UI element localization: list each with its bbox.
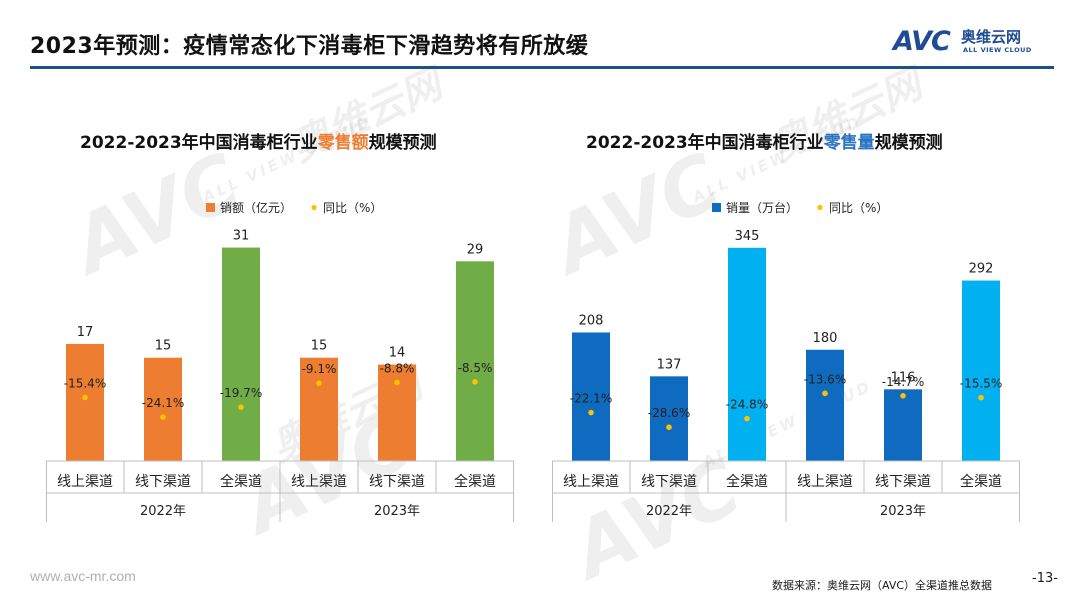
yoy-point xyxy=(82,394,88,401)
footer-source: 数据来源：奥维云网（AVC）全渠道推总数据 xyxy=(772,579,993,592)
yoy-point xyxy=(588,409,594,416)
legend-bar-label: 销额（亿元） xyxy=(220,200,292,215)
group-label: 2023年 xyxy=(374,504,420,519)
chart-left-retail-value: 销额（亿元） 同比（%） 17 -15.4% 线上渠道 15 -24.1% 线下渠道 31 -19… xyxy=(46,200,514,522)
bar-value-label: 345 xyxy=(735,229,760,244)
bar-value-label: 116 xyxy=(891,370,916,385)
chart-title-left: 2022-2023年中国消毒柜行业零售额规模预测 xyxy=(80,128,437,153)
yoy-value-label: -19.7% xyxy=(220,386,262,400)
bar xyxy=(806,349,844,461)
yoy-value-label: -15.5% xyxy=(960,377,1002,391)
chart-title-right-highlight: 零售量 xyxy=(823,133,875,153)
bar-value-label: 292 xyxy=(969,262,994,277)
logo-en: ALL VIEW CLOUD xyxy=(963,46,1032,54)
yoy-point xyxy=(472,379,478,385)
page-title: 2023年预测：疫情常态化下消毒柜下滑趋势将有所放缓 xyxy=(30,34,589,59)
yoy-point xyxy=(978,394,984,401)
yoy-point xyxy=(160,414,166,420)
yoy-point xyxy=(666,424,672,431)
logo-cn: 奥维云网 xyxy=(961,28,1022,46)
category-label: 全渠道 xyxy=(220,473,262,490)
legend-bar-swatch xyxy=(206,203,215,212)
avc-logo: AVC 奥维云网 ALL VIEW CLOUD xyxy=(893,26,1063,60)
category-label: 线上渠道 xyxy=(291,474,347,490)
yoy-value-label: -14.7% xyxy=(882,375,924,389)
bar-value-label: 17 xyxy=(77,325,94,340)
bar-value-label: 208 xyxy=(579,313,604,328)
footer-url: www.avc-mr.com xyxy=(30,568,136,584)
yoy-point xyxy=(238,404,244,410)
bar xyxy=(962,280,1000,461)
yoy-value-label: -24.1% xyxy=(142,396,184,410)
category-label: 线下渠道 xyxy=(369,474,425,490)
group-label: 2022年 xyxy=(646,504,692,519)
group-label: 2023年 xyxy=(880,504,926,519)
bar xyxy=(66,343,104,461)
yoy-point xyxy=(900,393,906,399)
yoy-point xyxy=(394,379,400,386)
watermark-left-cn: 奥维云网 xyxy=(284,61,449,171)
bar xyxy=(144,357,182,461)
chart-title-left-prefix: 2022-2023年中国消毒柜行业 xyxy=(80,133,318,153)
bar-value-label: 31 xyxy=(233,229,250,244)
logo-mark: AVC xyxy=(893,26,951,57)
bar xyxy=(222,247,260,461)
category-label: 线下渠道 xyxy=(875,474,931,490)
category-label: 全渠道 xyxy=(726,473,768,490)
yoy-value-label: -9.1% xyxy=(302,362,337,376)
bar xyxy=(884,389,922,461)
yoy-value-label: -22.1% xyxy=(570,392,612,406)
yoy-point xyxy=(822,390,828,397)
category-label: 全渠道 xyxy=(454,473,496,490)
bar-value-label: 137 xyxy=(657,357,682,372)
bar-value-label: 14 xyxy=(389,346,406,361)
watermark-right-cn: 奥维云网 xyxy=(764,61,929,171)
legend-yoy-swatch xyxy=(311,204,317,211)
chart-right-retail-volume: 销量（万台） 同比（%） 208 -22.1% 线上渠道 137 -28.6% 线下渠道 345… xyxy=(552,200,1020,522)
bar xyxy=(728,247,766,461)
legend-yoy-swatch xyxy=(817,204,823,211)
category-label: 线下渠道 xyxy=(641,474,697,490)
category-label: 线下渠道 xyxy=(135,474,191,490)
yoy-value-label: -15.4% xyxy=(64,376,106,390)
yoy-value-label: -8.5% xyxy=(458,361,493,375)
chart-title-left-highlight: 零售额 xyxy=(317,133,369,153)
bar-value-label: 180 xyxy=(813,331,838,346)
bar-value-label: 29 xyxy=(467,242,484,257)
chart-title-left-suffix: 规模预测 xyxy=(368,133,437,153)
legend-bar-swatch xyxy=(712,203,721,212)
bar xyxy=(378,364,416,461)
yoy-point xyxy=(744,415,750,422)
bar xyxy=(572,332,610,461)
bar xyxy=(456,261,494,461)
legend-bar-label: 销量（万台） xyxy=(726,200,798,215)
category-label: 线上渠道 xyxy=(57,474,113,490)
chart-title-right-prefix: 2022-2023年中国消毒柜行业 xyxy=(586,133,824,153)
yoy-value-label: -8.8% xyxy=(380,361,415,375)
yoy-value-label: -13.6% xyxy=(804,372,846,386)
bar xyxy=(650,376,688,461)
legend-yoy-label: 同比（%） xyxy=(829,201,888,215)
yoy-point xyxy=(316,380,322,386)
category-label: 全渠道 xyxy=(960,473,1002,490)
bar-value-label: 15 xyxy=(311,339,328,354)
category-label: 线上渠道 xyxy=(797,474,853,490)
chart-title-right: 2022-2023年中国消毒柜行业零售量规模预测 xyxy=(586,128,943,153)
title-divider xyxy=(30,66,1054,69)
chart-title-right-suffix: 规模预测 xyxy=(874,133,943,153)
bar xyxy=(300,357,338,461)
bar-value-label: 15 xyxy=(155,339,172,354)
yoy-value-label: -24.8% xyxy=(726,398,768,412)
yoy-value-label: -28.6% xyxy=(648,406,690,420)
category-label: 线上渠道 xyxy=(563,474,619,490)
group-label: 2022年 xyxy=(140,504,186,519)
page-number: -13- xyxy=(1032,571,1058,586)
legend-yoy-label: 同比（%） xyxy=(323,201,382,215)
